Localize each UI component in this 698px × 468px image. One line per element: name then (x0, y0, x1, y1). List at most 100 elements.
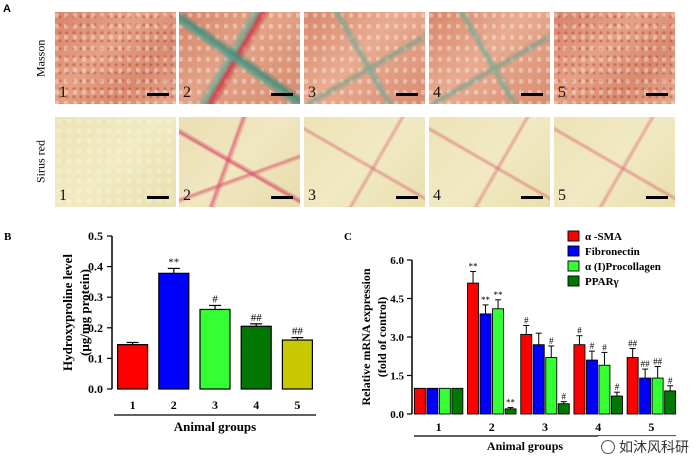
scale-bar (271, 196, 293, 199)
tile-number: 5 (558, 84, 566, 101)
significance-mark: ## (292, 326, 304, 338)
panel-letter: C (344, 231, 352, 243)
x-tick-label: 5 (648, 420, 654, 434)
tile-number: 5 (558, 187, 566, 204)
tile-number: 4 (433, 187, 441, 204)
masson-tile-5: 5 (554, 12, 675, 104)
masson-tile-2: 2 (179, 12, 300, 104)
y-axis-title-line2: (fold of control) (375, 297, 389, 377)
tile-number: 2 (183, 187, 191, 204)
x-axis-title: Animal groups (174, 419, 256, 434)
significance-mark: # (562, 392, 567, 402)
scale-bar (646, 93, 668, 96)
x-tick-label: 4 (595, 420, 601, 434)
tile-number: 3 (308, 187, 316, 204)
bar-2-group-3 (532, 344, 545, 415)
x-tick-label: 3 (542, 420, 548, 434)
tile-number: 2 (183, 84, 191, 101)
y-axis-title-line1: Relative mRNA expression (359, 268, 373, 405)
row-label-sirus-red: Sirus red (33, 140, 48, 184)
bar-group-5 (281, 339, 313, 390)
bar-group-4 (240, 325, 272, 390)
y-tick-label: 0.4 (88, 260, 103, 274)
hydroxyproline-chart: B 0.0 0.1 0.2 0.3 0.4 0.5 1 ** 2 #3 ## 4 ## 5 Animal gr… (4, 229, 316, 434)
bar-1-group-1 (413, 387, 426, 415)
bar-group-3 (199, 308, 231, 390)
bar-3-group-5 (651, 377, 664, 415)
bar-1-group-5 (626, 357, 639, 415)
x-tick-label: 4 (253, 398, 259, 412)
y-tick-label: 0.2 (88, 321, 103, 335)
tile-number: 1 (59, 187, 67, 204)
tile-number: 1 (59, 84, 67, 101)
legend-label: α (I)Procollagen (585, 261, 661, 273)
bar-3-group-2 (492, 308, 505, 415)
scale-bar (396, 196, 418, 199)
bar-1-group-2 (467, 282, 480, 415)
legend-label: Fibronectin (585, 246, 640, 258)
bar-2-group-4 (585, 359, 598, 415)
panel-letter: B (4, 231, 12, 243)
tile-number: 4 (433, 84, 441, 101)
y-axis-title-line1: Hydroxyproline level (60, 254, 75, 371)
bar-1-group-4 (573, 344, 586, 415)
x-tick-label: 1 (130, 398, 136, 412)
legend-label: PPARγ (585, 276, 619, 288)
y-tick-label: 0.0 (88, 382, 103, 396)
bar-4-group-3 (557, 403, 570, 415)
watermark: 如沐风科研 (598, 436, 692, 458)
significance-mark: # (524, 315, 529, 325)
bar-3-group-4 (598, 364, 611, 415)
wechat-icon (601, 440, 615, 454)
y-tick-label: 6.0 (390, 255, 404, 267)
significance-mark: # (549, 336, 554, 346)
significance-mark: # (668, 376, 673, 386)
sirus-red-tile-5: 5 (554, 117, 675, 207)
y-tick-label: 0.1 (88, 351, 103, 365)
y-tick-label: 1.5 (390, 371, 404, 383)
x-tick-label: 2 (171, 398, 177, 412)
bar-4-group-2 (504, 408, 517, 415)
bar-3-group-3 (545, 357, 558, 415)
bar-group-1 (116, 344, 149, 390)
significance-mark: ** (469, 262, 479, 272)
scale-bar (396, 93, 418, 96)
scale-bar (271, 93, 293, 96)
bar-group-2 (158, 272, 190, 390)
x-tick-label: 5 (294, 398, 300, 412)
sirus-red-tile-1: 1 (55, 117, 176, 207)
x-tick-label: 1 (436, 420, 442, 434)
watermark-text: 如沐风科研 (619, 440, 689, 456)
significance-mark: # (212, 293, 218, 305)
significance-mark: ## (641, 359, 651, 369)
x-axis-title: Animal groups (487, 439, 563, 453)
masson-tile-4: 4 (429, 12, 550, 104)
mrna-expression-chart: C0.01.53.04.56.01********2###3## ##4#### #… (344, 230, 677, 453)
legend-swatch (567, 230, 580, 242)
legend-label: α -SMA (585, 231, 622, 243)
legend-swatch (567, 275, 580, 287)
bar-3-group-1 (438, 387, 451, 415)
bar-4-group-5 (664, 390, 677, 415)
significance-mark: ** (506, 398, 516, 408)
scale-bar (646, 196, 668, 199)
y-tick-label: 0.0 (390, 409, 404, 421)
x-tick-label: 3 (212, 398, 218, 412)
y-tick-label: 0.3 (88, 290, 103, 304)
masson-tile-3: 3 (304, 12, 425, 104)
row-label-masson: Masson (33, 39, 48, 77)
significance-mark: # (602, 342, 607, 352)
legend-swatch (567, 260, 580, 272)
y-tick-label: 3.0 (390, 332, 404, 344)
scale-bar (147, 93, 169, 96)
sirus-red-tile-2: 2 (179, 117, 300, 207)
tile-number: 3 (308, 84, 316, 101)
y-tick-label: 4.5 (390, 294, 404, 306)
scale-bar (521, 196, 543, 199)
significance-mark: ** (481, 295, 491, 305)
significance-mark: ## (628, 339, 638, 349)
y-tick-label: 0.5 (88, 229, 103, 243)
significance-mark: # (615, 382, 620, 392)
significance-mark: ** (494, 290, 504, 300)
bar-4-group-1 (451, 387, 464, 415)
